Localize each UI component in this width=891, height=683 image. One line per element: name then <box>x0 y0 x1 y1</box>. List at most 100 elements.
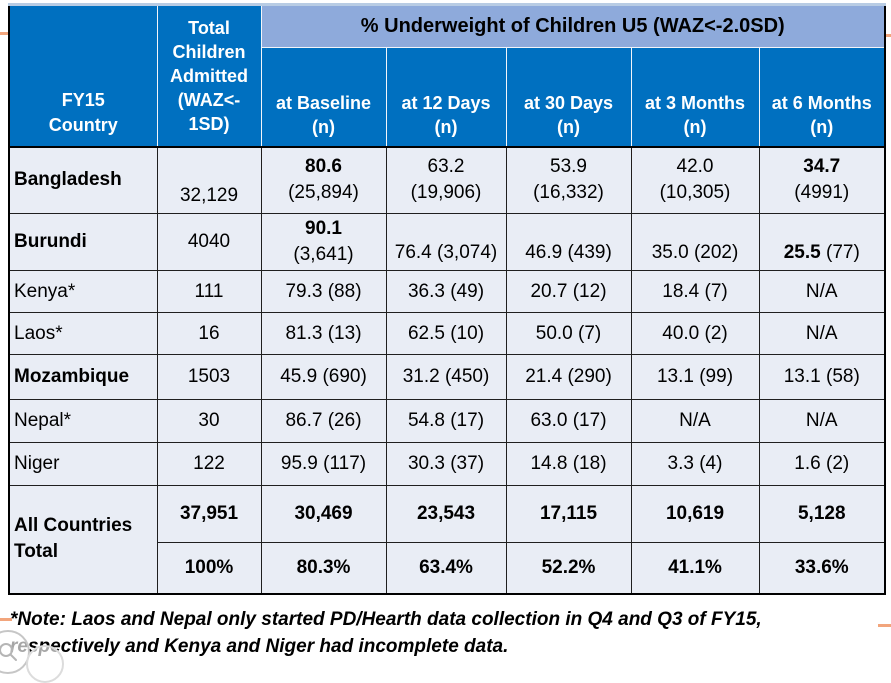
accent-line-bottom-right <box>878 624 891 627</box>
data-table-container: FY15 Country Total Children Admitted (WA… <box>8 3 887 595</box>
value-cell: 46.9 (439) <box>505 213 632 271</box>
country-cell: Burundi <box>8 213 158 271</box>
value-percent: 25.5 <box>783 242 821 263</box>
admitted-cell: 32,129 <box>156 146 262 214</box>
country-cell: Nepal* <box>8 399 158 443</box>
value-cell: 13.1 (99) <box>630 354 760 400</box>
value-cell: 50.0 (7) <box>505 312 632 355</box>
footnote-line2: respectively and Kenya and Niger had inc… <box>10 636 509 657</box>
country-cell: Niger <box>8 442 158 486</box>
value-percent: 53.9 <box>550 156 587 178</box>
value-cell: 42.0 (10,305) <box>630 146 760 214</box>
country-cell: Kenya* <box>8 270 158 313</box>
value-cell: 36.3 (49) <box>385 270 507 313</box>
header-at-6-months: at 6 Months (n) <box>758 47 886 147</box>
value-cell: N/A <box>758 270 886 313</box>
header-admitted-line3: Admitted <box>170 65 248 86</box>
total-label-cell: All Countries Total <box>8 485 158 594</box>
header-admitted: Total Children Admitted (WAZ<- 1SD) <box>156 4 262 147</box>
value-cell: 25.5 (77) <box>758 213 886 271</box>
admitted-cell: 122 <box>156 442 262 486</box>
slide-page: { "colors": { "header_blue": "#0070C0", … <box>0 3 891 683</box>
total-percent-cell: 33.6% <box>758 542 886 594</box>
accent-line-top-right <box>883 34 891 37</box>
value-cell: 21.4 (290) <box>505 354 632 400</box>
value-cell: 14.8 (18) <box>505 442 632 486</box>
value-cell: 79.3 (88) <box>260 270 387 313</box>
viewer-control-button[interactable] <box>26 645 64 683</box>
value-percent: 80.6 <box>305 156 342 178</box>
header-at-baseline: at Baseline (n) <box>260 47 387 147</box>
total-percent-cell: 41.1% <box>630 542 760 594</box>
value-cell: 76.4 (3,074) <box>385 213 507 271</box>
total-count-cell: 23,543 <box>385 485 507 543</box>
accent-line-top-left <box>0 32 9 35</box>
value-cell: 3.3 (4) <box>630 442 760 486</box>
footnote-line1: *Note: Laos and Nepal only started PD/He… <box>10 609 762 630</box>
row-total-counts: All Countries Total 37,951 30,469 23,543… <box>8 485 886 594</box>
row-bangladesh: Bangladesh 32,129 80.6 (25,894) 63.2 (19… <box>8 146 886 214</box>
value-percent: 42.0 <box>676 156 714 178</box>
footnote: *Note: Laos and Nepal only started PD/He… <box>10 606 885 660</box>
total-count-cell: 17,115 <box>505 485 632 543</box>
value-cell: 40.0 (2) <box>630 312 760 355</box>
admitted-cell: 1503 <box>156 354 262 400</box>
value-percent: 90.1 <box>305 218 342 239</box>
header-admitted-line2: Children <box>172 41 246 62</box>
subheader-n: (n) <box>683 116 707 137</box>
admitted-cell: 16 <box>156 312 262 355</box>
table-header: FY15 Country Total Children Admitted (WA… <box>8 4 886 147</box>
country-cell: Laos* <box>8 312 158 355</box>
subheader-n: (n) <box>312 116 335 137</box>
table-body: Bangladesh 32,129 80.6 (25,894) 63.2 (19… <box>8 146 886 594</box>
value-n: (4991) <box>794 182 850 204</box>
row-niger: Niger 122 95.9 (117) 30.3 (37) 14.8 (18)… <box>8 442 886 486</box>
total-percent-cell: 100% <box>156 542 262 594</box>
subheader-n: (n) <box>434 116 458 137</box>
subheader-n: (n) <box>557 116 580 137</box>
value-cell: 18.4 (7) <box>630 270 760 313</box>
header-at-3-months: at 3 Months (n) <box>630 47 760 147</box>
value-cell: 1.6 (2) <box>758 442 886 486</box>
value-cell: 63.2 (19,906) <box>385 146 507 214</box>
row-nepal: Nepal* 30 86.7 (26) 54.8 (17) 63.0 (17) … <box>8 399 886 443</box>
value-cell: 20.7 (12) <box>505 270 632 313</box>
header-country-line2: Country <box>48 114 118 135</box>
value-cell: 30.3 (37) <box>385 442 507 486</box>
admitted-cell: 30 <box>156 399 262 443</box>
total-percent-cell: 52.2% <box>505 542 632 594</box>
admitted-cell: 111 <box>156 270 262 313</box>
total-label-line1: All Countries <box>14 515 133 537</box>
row-laos: Laos* 16 81.3 (13) 62.5 (10) 50.0 (7) 40… <box>8 312 886 355</box>
value-cell: 45.9 (690) <box>260 354 387 400</box>
value-percent: 63.2 <box>427 156 465 178</box>
header-admitted-line4: (WAZ<- <box>177 89 241 110</box>
header-row-sub: at Baseline (n) at 12 Days (n) at 30 Day… <box>9 47 886 147</box>
value-n: (3,641) <box>293 244 354 265</box>
value-n: (77) <box>820 242 860 263</box>
subheader-label: at 6 Months <box>771 92 872 113</box>
value-cell: 90.1 (3,641) <box>260 213 387 271</box>
value-n: (16,332) <box>533 182 604 204</box>
value-cell: N/A <box>758 312 886 355</box>
subheader-label: at Baseline <box>275 92 372 113</box>
total-count-cell: 10,619 <box>630 485 760 543</box>
row-mozambique: Mozambique 1503 45.9 (690) 31.2 (450) 21… <box>8 354 886 400</box>
accent-line-bottom-left <box>0 618 12 621</box>
total-label-line2: Total <box>14 541 58 563</box>
value-cell: 34.7 (4991) <box>758 146 886 214</box>
header-span-title: % Underweight of Children U5 (WAZ<-2.0SD… <box>260 4 886 48</box>
magnifier-icon <box>0 643 17 661</box>
admitted-cell: 4040 <box>156 213 262 271</box>
total-count-cell: 37,951 <box>156 485 262 543</box>
value-cell: 54.8 (17) <box>385 399 507 443</box>
value-n: (10,305) <box>659 182 731 204</box>
value-cell: 80.6 (25,894) <box>260 146 387 214</box>
header-row-top: FY15 Country Total Children Admitted (WA… <box>8 4 886 147</box>
total-count-cell: 30,469 <box>260 485 387 543</box>
header-admitted-line5: 1SD) <box>188 113 230 134</box>
row-total-percents: 100% 80.3% 63.4% 52.2% 41.1% 33.6% <box>9 542 886 594</box>
value-cell: 13.1 (58) <box>758 354 886 400</box>
subheader-label: at 3 Months <box>644 92 745 113</box>
value-cell: 95.9 (117) <box>260 442 387 486</box>
